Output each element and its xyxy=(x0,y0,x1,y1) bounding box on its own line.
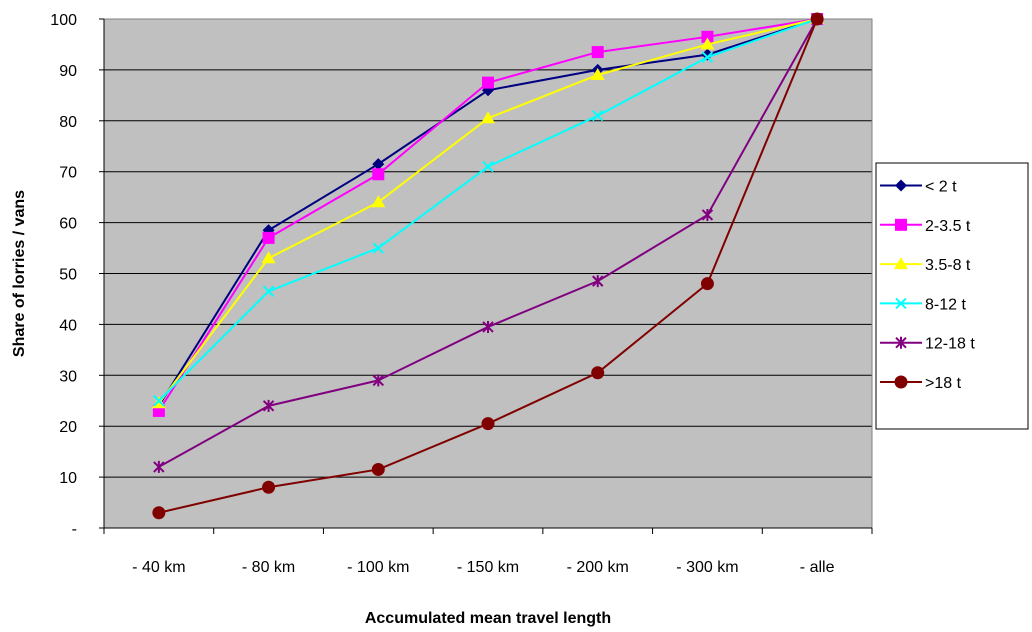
data-point xyxy=(482,160,494,173)
data-point xyxy=(592,110,604,122)
legend-item: >18 t xyxy=(880,375,962,392)
y-axis-title: Share of lorries / vans xyxy=(11,190,28,357)
data-point xyxy=(372,168,385,181)
data-point xyxy=(590,67,605,80)
series-lines xyxy=(151,12,825,520)
data-point xyxy=(895,336,907,349)
data-point xyxy=(261,251,276,264)
data-point xyxy=(591,366,605,380)
data-point xyxy=(701,30,714,43)
data-point xyxy=(482,320,494,333)
data-point xyxy=(810,12,824,26)
y-tick-label: 80 xyxy=(59,114,77,131)
data-point xyxy=(701,51,714,63)
data-point xyxy=(481,417,495,431)
x-tick-label: - 300 km xyxy=(676,559,738,576)
series xyxy=(152,12,824,520)
data-point xyxy=(262,285,275,298)
y-tick-label: 30 xyxy=(59,368,77,385)
y-tick-label: 20 xyxy=(59,419,77,436)
legend-label: 12-18 t xyxy=(925,336,975,353)
y-tick-label: 10 xyxy=(59,470,77,487)
data-point xyxy=(372,242,384,254)
y-tick-label: - xyxy=(72,521,77,538)
legend-label: < 2 t xyxy=(925,179,957,196)
data-point xyxy=(482,76,494,89)
data-point xyxy=(262,480,276,494)
data-point xyxy=(371,462,385,476)
data-point xyxy=(152,506,166,520)
x-tick-label: - alle xyxy=(800,559,835,576)
data-point xyxy=(153,460,165,473)
data-point xyxy=(591,46,604,59)
x-tick-label: - 100 km xyxy=(347,559,409,576)
legend-item: 3.5-8 t xyxy=(880,257,971,274)
data-point xyxy=(700,37,715,50)
data-point xyxy=(700,277,714,291)
x-axis-title: Accumulated mean travel length xyxy=(365,610,611,627)
data-point xyxy=(262,231,275,244)
x-tick-label: - 200 km xyxy=(567,559,629,576)
legend-label: >18 t xyxy=(925,375,962,392)
data-point xyxy=(701,208,714,221)
data-point xyxy=(701,48,714,61)
data-point xyxy=(895,179,907,192)
data-point xyxy=(372,374,384,387)
legend-item: 2-3.5 t xyxy=(880,218,971,235)
data-point xyxy=(372,158,385,171)
legend-label: 8-12 t xyxy=(925,296,966,313)
x-axis-ticks: - 40 km - 80 km - 100 km - 150 km - 200 km - … xyxy=(103,528,873,576)
data-point xyxy=(262,399,275,412)
legend-item: < 2 t xyxy=(880,179,957,196)
data-point xyxy=(153,395,165,407)
y-tick-label: 50 xyxy=(59,267,77,284)
legend-label: 2-3.5 t xyxy=(925,218,971,235)
data-point xyxy=(481,111,495,124)
data-point xyxy=(894,375,908,389)
y-tick-label: 40 xyxy=(59,317,77,334)
x-tick-label: - 150 km xyxy=(457,559,519,576)
legend-item: 12-18 t xyxy=(880,336,975,353)
y-tick-label: 70 xyxy=(59,165,77,182)
y-tick-label: 100 xyxy=(50,12,77,29)
legend-item: 8-12 t xyxy=(880,296,966,313)
y-tick-label: 90 xyxy=(59,63,77,80)
legend: < 2 t 2-3.5 t 3.5-8 t 8-12 t 12-18 t >18 t xyxy=(875,162,1029,430)
data-point xyxy=(592,275,604,288)
data-point xyxy=(371,195,386,208)
x-tick-label: - 80 km xyxy=(242,559,295,576)
legend-label: 3.5-8 t xyxy=(925,257,971,274)
x-tick-label: - 40 km xyxy=(132,559,185,576)
y-axis-ticks: - 10 20 30 40 50 60 70 80 90 100 xyxy=(50,12,104,538)
data-point xyxy=(894,257,908,270)
data-point xyxy=(895,297,907,310)
data-point xyxy=(895,218,907,231)
y-tick-label: 60 xyxy=(59,216,77,233)
